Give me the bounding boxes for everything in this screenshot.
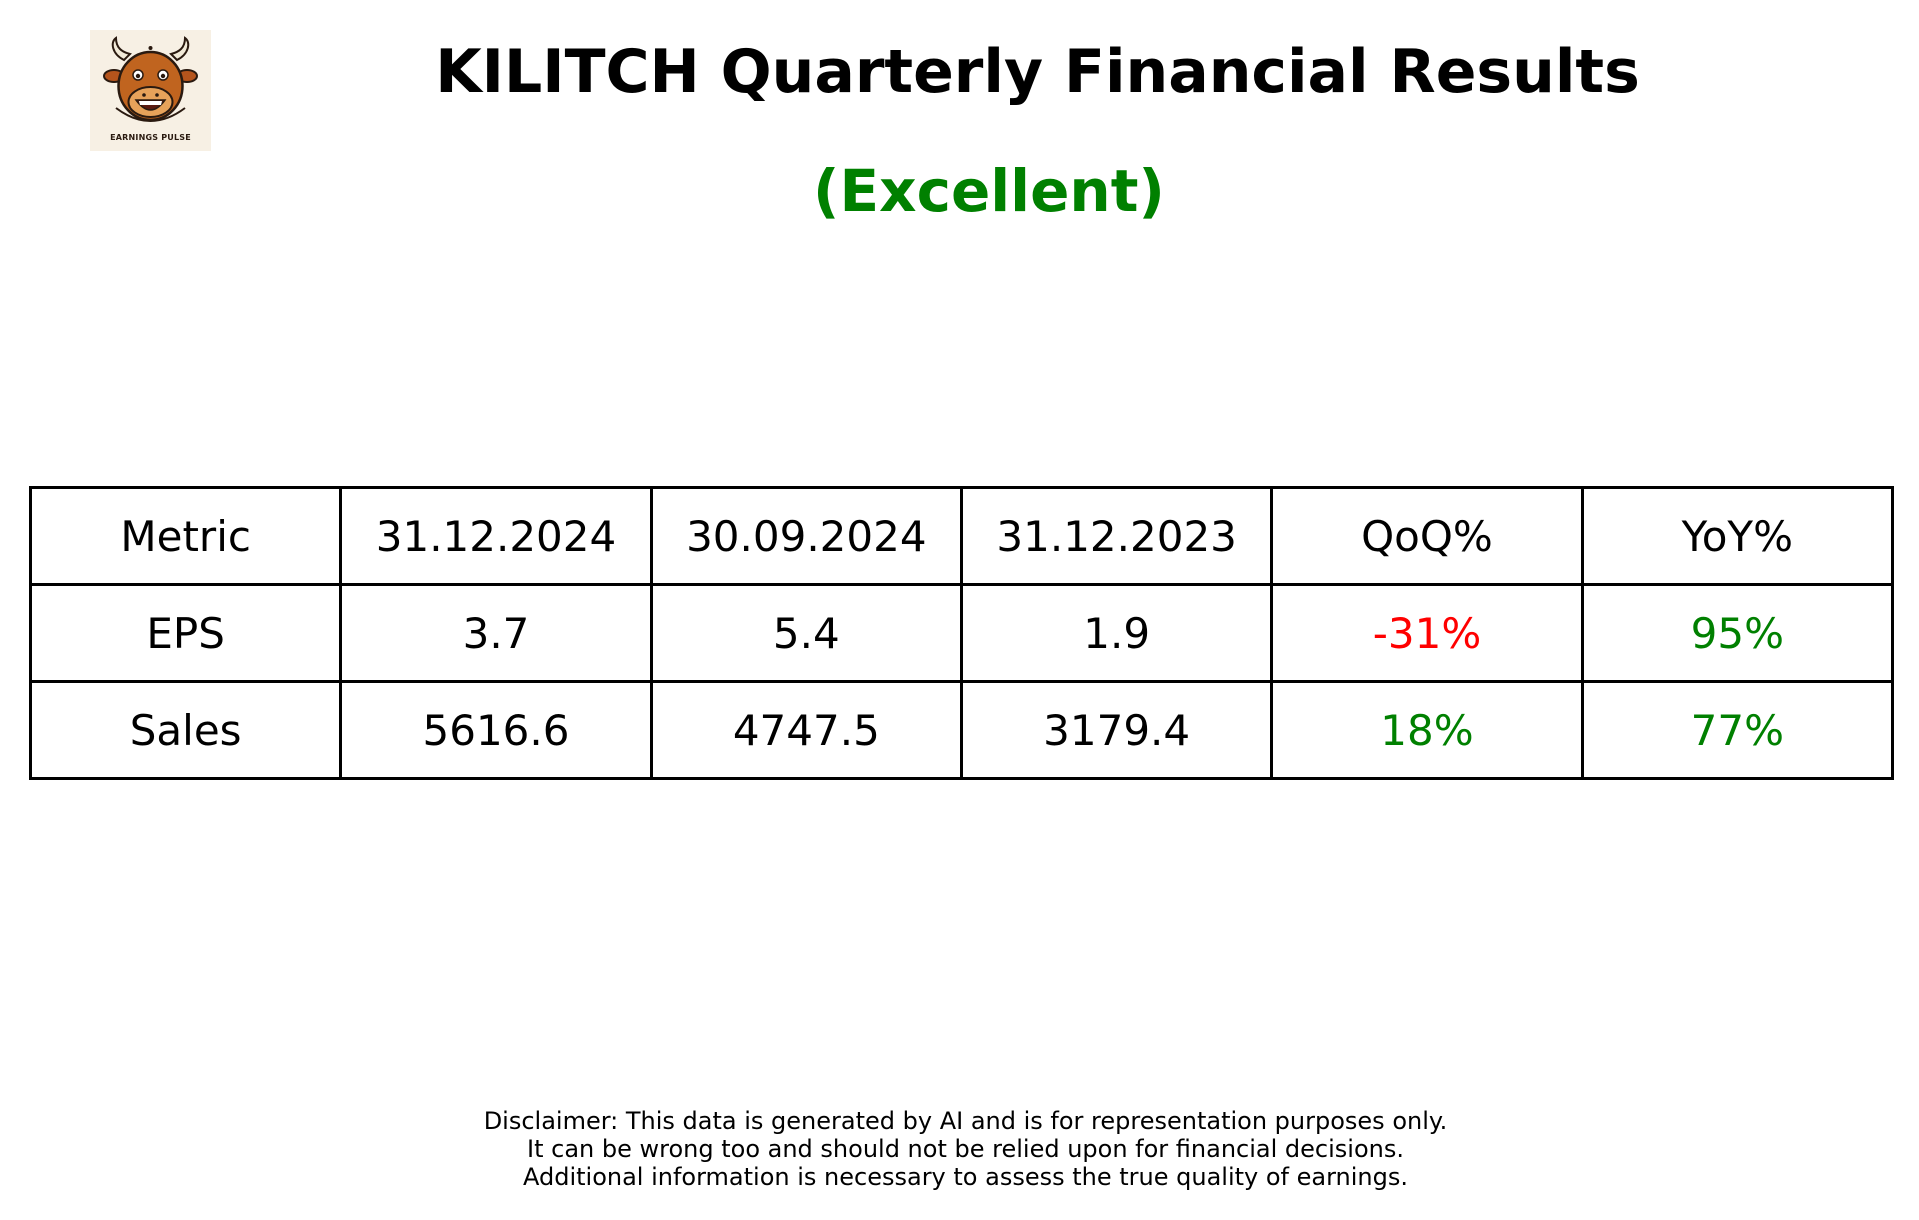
financial-results-table: Metric 31.12.2024 30.09.2024 31.12.2023 … (28, 486, 1895, 780)
value-qoq: -31% (1270, 583, 1584, 683)
disclaimer-line: Additional information is necessary to a… (522, 1163, 1408, 1191)
disclaimer-line: Disclaimer: This data is generated by AI… (483, 1107, 1448, 1135)
disclaimer-line: It can be wrong too and should not be re… (527, 1135, 1404, 1163)
value-qoq: 18% (1270, 680, 1584, 780)
page-title: KILITCH Quarterly Financial Results (435, 37, 1640, 107)
value-yoy: 77% (1580, 680, 1895, 780)
header-yoy: YoY% (1580, 486, 1895, 586)
table-header-row: Metric 31.12.2024 30.09.2024 31.12.2023 … (28, 486, 1895, 586)
table-row: Sales 5616.6 4747.5 3179.4 18% 77% (28, 680, 1895, 780)
value-year-ago-quarter: 1.9 (959, 583, 1274, 683)
bull-mascot-icon (103, 36, 198, 122)
value-current-quarter: 3.7 (339, 583, 653, 683)
table-row: EPS 3.7 5.4 1.9 -31% 95% (28, 583, 1895, 683)
metric-name: EPS (28, 583, 343, 683)
logo-text: EARNINGS PULSE (110, 133, 191, 142)
earnings-pulse-logo: EARNINGS PULSE (90, 30, 211, 151)
value-current-quarter: 5616.6 (339, 680, 653, 780)
header-previous-quarter: 30.09.2024 (649, 486, 963, 586)
value-yoy: 95% (1580, 583, 1895, 683)
header-qoq: QoQ% (1270, 486, 1584, 586)
header-metric: Metric (28, 486, 343, 586)
header-current-quarter: 31.12.2024 (339, 486, 653, 586)
value-previous-quarter: 5.4 (649, 583, 963, 683)
value-previous-quarter: 4747.5 (649, 680, 963, 780)
disclaimer: Disclaimer: This data is generated by AI… (0, 1107, 1919, 1191)
header-year-ago-quarter: 31.12.2023 (959, 486, 1274, 586)
metric-name: Sales (28, 680, 343, 780)
rating-label: (Excellent) (813, 157, 1165, 225)
value-year-ago-quarter: 3179.4 (959, 680, 1274, 780)
